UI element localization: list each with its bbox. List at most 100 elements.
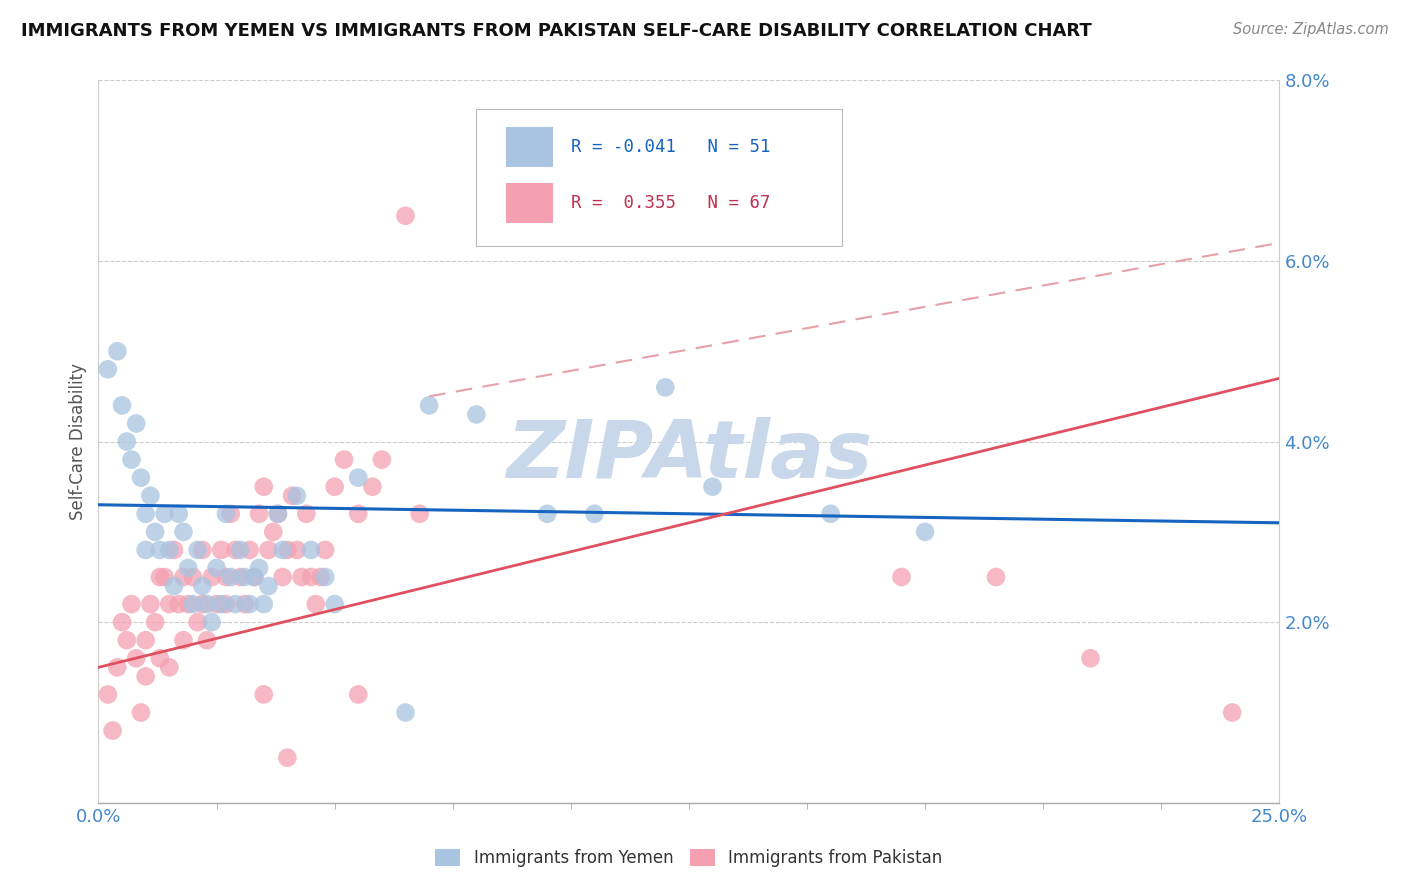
Point xyxy=(111,398,134,412)
Text: ZIPAtlas: ZIPAtlas xyxy=(506,417,872,495)
Point xyxy=(408,507,430,521)
Point xyxy=(181,570,204,584)
Point xyxy=(276,750,298,764)
Point xyxy=(914,524,936,539)
Point xyxy=(371,452,394,467)
Point xyxy=(229,570,252,584)
Point xyxy=(177,561,200,575)
Point xyxy=(143,524,166,539)
FancyBboxPatch shape xyxy=(477,109,842,246)
Point xyxy=(323,480,346,494)
Point xyxy=(314,542,336,557)
Text: R = -0.041   N = 51: R = -0.041 N = 51 xyxy=(571,138,770,156)
Point xyxy=(135,507,157,521)
Point xyxy=(257,542,280,557)
Point xyxy=(299,542,322,557)
Point xyxy=(115,434,138,449)
Point xyxy=(115,633,138,648)
Point xyxy=(1220,706,1243,720)
Point xyxy=(149,570,172,584)
Point xyxy=(219,507,242,521)
Point xyxy=(163,542,186,557)
Point xyxy=(97,687,120,701)
Point xyxy=(1080,651,1102,665)
Point xyxy=(285,542,308,557)
Point xyxy=(105,344,128,359)
Point xyxy=(224,597,246,611)
Point xyxy=(187,615,209,630)
Point xyxy=(209,542,232,557)
Point xyxy=(276,542,298,557)
Point xyxy=(262,524,284,539)
Point xyxy=(101,723,124,738)
Point xyxy=(205,597,228,611)
Point xyxy=(181,597,204,611)
Point xyxy=(465,408,488,422)
Point xyxy=(219,570,242,584)
Point xyxy=(271,542,294,557)
Point xyxy=(121,452,143,467)
Point xyxy=(347,471,370,485)
Point xyxy=(299,570,322,584)
Point xyxy=(172,570,194,584)
Point xyxy=(290,570,312,584)
Point xyxy=(233,570,256,584)
Text: IMMIGRANTS FROM YEMEN VS IMMIGRANTS FROM PAKISTAN SELF-CARE DISABILITY CORRELATI: IMMIGRANTS FROM YEMEN VS IMMIGRANTS FROM… xyxy=(21,22,1092,40)
Point xyxy=(267,507,290,521)
Point xyxy=(271,570,294,584)
Point xyxy=(247,507,270,521)
Point xyxy=(157,542,180,557)
Point xyxy=(167,507,190,521)
Point xyxy=(157,597,180,611)
Point xyxy=(820,507,842,521)
Point xyxy=(394,706,416,720)
Point xyxy=(654,380,676,394)
Point xyxy=(129,471,152,485)
Point xyxy=(191,597,214,611)
Point xyxy=(172,524,194,539)
Point xyxy=(984,570,1007,584)
Point xyxy=(295,507,318,521)
Point xyxy=(187,542,209,557)
Point xyxy=(253,480,276,494)
Point xyxy=(125,651,148,665)
Point xyxy=(153,570,176,584)
Point xyxy=(129,706,152,720)
Point xyxy=(195,633,218,648)
Point xyxy=(253,687,276,701)
Point xyxy=(224,542,246,557)
Point xyxy=(394,209,416,223)
Y-axis label: Self-Care Disability: Self-Care Disability xyxy=(69,363,87,520)
Point xyxy=(314,570,336,584)
Point xyxy=(209,597,232,611)
Point xyxy=(309,570,332,584)
FancyBboxPatch shape xyxy=(506,183,553,223)
Point xyxy=(361,480,384,494)
Point xyxy=(333,452,356,467)
Point xyxy=(139,597,162,611)
Point xyxy=(105,660,128,674)
Point xyxy=(121,597,143,611)
Point xyxy=(253,597,276,611)
Point xyxy=(347,507,370,521)
Point xyxy=(135,542,157,557)
Point xyxy=(285,489,308,503)
Point xyxy=(125,417,148,431)
Point xyxy=(157,660,180,674)
Point xyxy=(139,489,162,503)
Point xyxy=(583,507,606,521)
Point xyxy=(702,480,724,494)
Point xyxy=(143,615,166,630)
Point xyxy=(135,669,157,683)
Point xyxy=(172,633,194,648)
Point xyxy=(149,651,172,665)
Point xyxy=(418,398,440,412)
Point xyxy=(239,542,262,557)
Point xyxy=(195,597,218,611)
Point xyxy=(257,579,280,593)
Point xyxy=(229,542,252,557)
Point xyxy=(267,507,290,521)
Point xyxy=(347,687,370,701)
Point xyxy=(305,597,328,611)
Point xyxy=(281,489,304,503)
